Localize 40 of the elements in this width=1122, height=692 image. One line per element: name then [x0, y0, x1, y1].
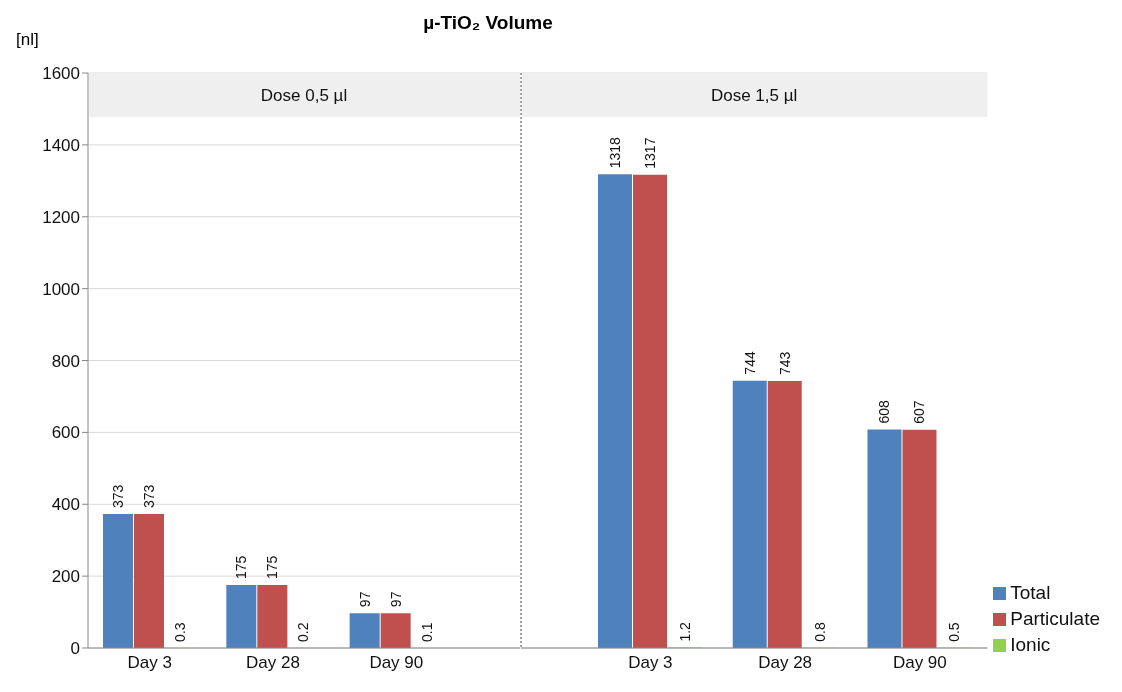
chart-title: µ-TiO₂ Volume	[423, 12, 553, 33]
text: Dose 1,5 µl	[710, 86, 798, 105]
data-label: 97	[387, 591, 404, 608]
data-label: 175	[264, 555, 281, 580]
x-tick-label: Day 90	[369, 653, 424, 673]
y-tick-label: 400	[51, 495, 80, 515]
data-label: 608	[876, 399, 893, 424]
data-label: 607	[911, 400, 928, 424]
y-tick-label: 800	[51, 351, 80, 371]
data-label: 0.8	[811, 622, 828, 642]
x-tick-label: Day 3	[127, 653, 172, 673]
data-label: 0.2	[295, 622, 312, 642]
y-tick-label: 1200	[42, 207, 80, 227]
y-tick-label: 600	[51, 423, 80, 443]
x-tick-label: Day 28	[758, 653, 813, 673]
x-tick-label: Day 28	[246, 653, 300, 673]
data-label: 373	[141, 484, 157, 508]
data-label: 1317	[642, 137, 658, 169]
y-tick-label: 0	[70, 639, 80, 659]
data-label: 744	[741, 351, 758, 375]
legend-label: Ionic	[1010, 634, 1051, 655]
data-label: 97	[356, 591, 373, 608]
x-tick-label: Day 90	[892, 653, 947, 673]
y-tick-label: 1400	[42, 135, 80, 155]
data-label: 373	[110, 484, 126, 508]
y-axis-title: [nl]	[16, 30, 39, 50]
y-tick-label: 1000	[42, 279, 80, 299]
y-tick-label: 1600	[42, 64, 80, 84]
data-label: 175	[233, 555, 250, 580]
text: Dose 0,5 µl	[260, 86, 348, 105]
data-label: 1.2	[677, 621, 693, 642]
data-label: 0.1	[418, 622, 435, 642]
data-label: 743	[776, 351, 793, 375]
data-label: 0.5	[946, 622, 963, 642]
legend-label: Total	[1010, 582, 1051, 603]
x-tick-label: Day 3	[628, 653, 673, 673]
y-tick-label: 200	[51, 567, 80, 587]
legend-label: Particulate	[1010, 608, 1100, 629]
data-label: 0.3	[172, 622, 188, 642]
data-label: 1318	[607, 136, 623, 169]
